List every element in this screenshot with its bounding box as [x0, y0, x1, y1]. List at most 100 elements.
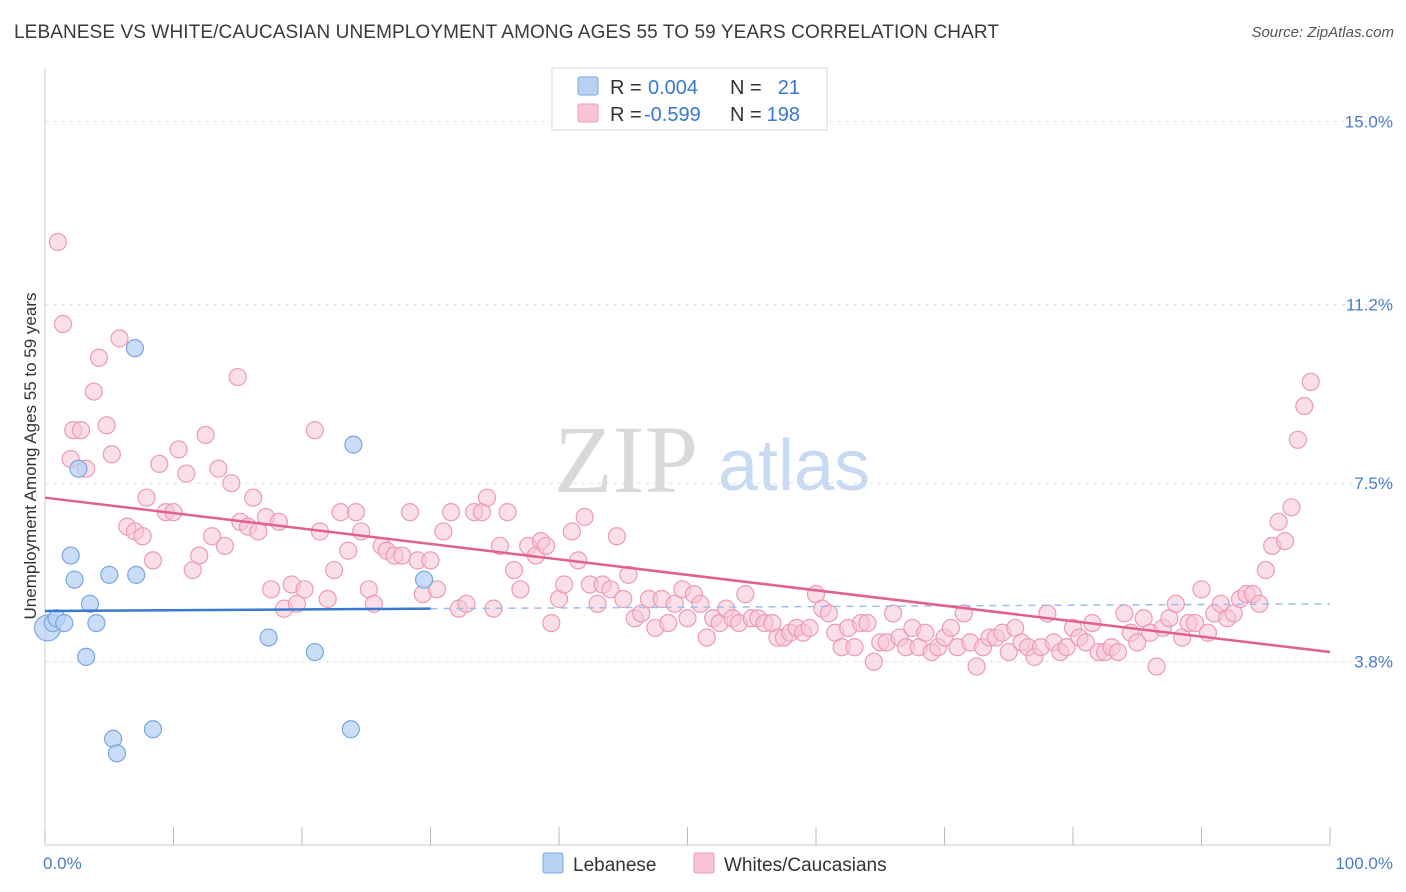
data-point-whites	[542, 614, 561, 633]
data-point-lebanese	[414, 570, 434, 589]
data-point-whites	[607, 527, 626, 546]
regression-lines	[44, 496, 1331, 654]
bottom-legend: Lebanese Whites/Caucasians	[542, 852, 887, 876]
data-point-whites	[632, 604, 651, 623]
data-point-whites	[736, 585, 755, 604]
data-point-whites	[143, 551, 163, 570]
data-point-whites	[262, 580, 281, 599]
data-point-whites	[228, 367, 247, 387]
data-point-lebanese	[107, 744, 127, 763]
data-point-lebanese	[80, 594, 100, 613]
data-point-whites	[864, 652, 883, 671]
data-point-lebanese	[259, 628, 278, 647]
data-point-whites	[819, 604, 838, 623]
data-point-whites	[511, 580, 530, 599]
data-point-whites	[1108, 642, 1128, 662]
data-point-lebanese	[305, 642, 324, 662]
legend-n-value-whites: 198	[767, 104, 800, 126]
data-point-whites	[1166, 594, 1185, 613]
data-point-whites	[691, 594, 710, 613]
data-point-whites	[421, 551, 440, 570]
regression-line-whites	[44, 496, 1331, 654]
data-point-whites	[110, 329, 129, 348]
data-point-whites	[71, 421, 91, 440]
gridlines	[45, 120, 1392, 663]
data-point-whites	[457, 594, 476, 613]
data-point-whites	[490, 536, 509, 556]
data-point-whites	[215, 536, 234, 556]
legend-swatch-whites	[577, 103, 599, 123]
chart-title: LEBANESE VS WHITE/CAUCASIAN UNEMPLOYMENT…	[14, 22, 1000, 43]
data-point-whites	[555, 575, 574, 594]
bottom-legend-label-whites: Whites/Caucasians	[724, 855, 887, 876]
data-point-whites	[678, 609, 697, 628]
source-label: Source: ZipAtlas.com	[1251, 24, 1394, 41]
y-axis-label: Unemployment Among Ages 55 to 59 years	[21, 293, 40, 620]
data-point-whites	[222, 474, 241, 493]
data-point-whites	[1185, 614, 1205, 633]
data-point-whites	[1282, 498, 1301, 517]
data-point-lebanese	[100, 565, 119, 584]
data-point-whites	[339, 541, 358, 560]
bottom-legend-swatch-whites	[693, 852, 715, 874]
data-point-whites	[941, 618, 961, 638]
data-point-whites	[537, 536, 556, 556]
x-tick-label: 0.0%	[43, 854, 82, 873]
watermark: ZIP atlas	[554, 406, 870, 513]
data-point-lebanese	[69, 459, 88, 478]
data-point-lebanese	[65, 570, 84, 589]
data-point-whites	[89, 348, 109, 367]
data-point-whites	[614, 589, 633, 609]
axes: 3.8% 7.5% 11.2% 15.0% 0.0% 100.0%	[43, 68, 1393, 873]
data-point-whites	[916, 623, 935, 642]
legend-r-label-whites: R =	[610, 104, 642, 126]
legend-n-value-lebanese: 21	[778, 77, 800, 99]
data-point-whites	[84, 382, 103, 401]
data-point-whites	[575, 507, 594, 527]
data-point-whites	[1295, 396, 1314, 416]
data-point-whites	[48, 232, 67, 252]
x-tick-label: 100.0%	[1335, 854, 1393, 873]
y-tick-label: 15.0%	[1345, 112, 1393, 131]
data-point-whites	[133, 527, 152, 546]
data-point-whites	[102, 445, 121, 464]
data-point-lebanese	[344, 435, 363, 454]
data-point-whites	[190, 546, 209, 565]
data-point-lebanese	[143, 720, 163, 739]
data-point-whites	[269, 512, 288, 531]
data-point-whites	[659, 614, 678, 633]
data-point-whites	[999, 642, 1018, 662]
series-whites-caucasians	[48, 232, 1320, 676]
legend-swatch-lebanese	[577, 76, 599, 96]
data-point-whites	[202, 527, 222, 546]
data-point-whites	[498, 503, 517, 522]
legend-r-value-whites: -0.599	[644, 104, 701, 126]
legend-r-value-lebanese: 0.004	[648, 77, 698, 99]
y-tick-label: 11.2%	[1346, 296, 1393, 315]
data-point-whites	[244, 488, 263, 507]
legend-n-label-whites: N =	[730, 104, 762, 126]
data-point-whites	[441, 503, 461, 522]
data-point-lebanese	[61, 546, 80, 565]
data-point-whites	[1057, 638, 1076, 657]
data-point-lebanese	[341, 720, 360, 739]
data-point-whites	[1301, 372, 1320, 392]
legend-r-label-lebanese: R =	[610, 77, 642, 99]
data-point-whites	[209, 459, 228, 478]
data-point-whites	[1269, 512, 1288, 531]
data-point-whites	[1256, 560, 1275, 580]
data-point-whites	[1076, 633, 1095, 652]
y-tick-label: 7.5%	[1354, 474, 1393, 493]
data-point-whites	[588, 594, 607, 613]
data-point-whites	[1128, 633, 1147, 652]
data-point-whites	[800, 618, 819, 638]
data-point-whites	[601, 580, 620, 599]
data-point-whites	[169, 440, 188, 459]
data-point-whites	[697, 628, 716, 647]
data-point-whites	[393, 546, 412, 565]
data-point-whites	[295, 580, 314, 599]
data-point-whites	[1275, 531, 1295, 551]
data-point-whites	[858, 614, 877, 633]
data-point-whites	[318, 589, 337, 609]
